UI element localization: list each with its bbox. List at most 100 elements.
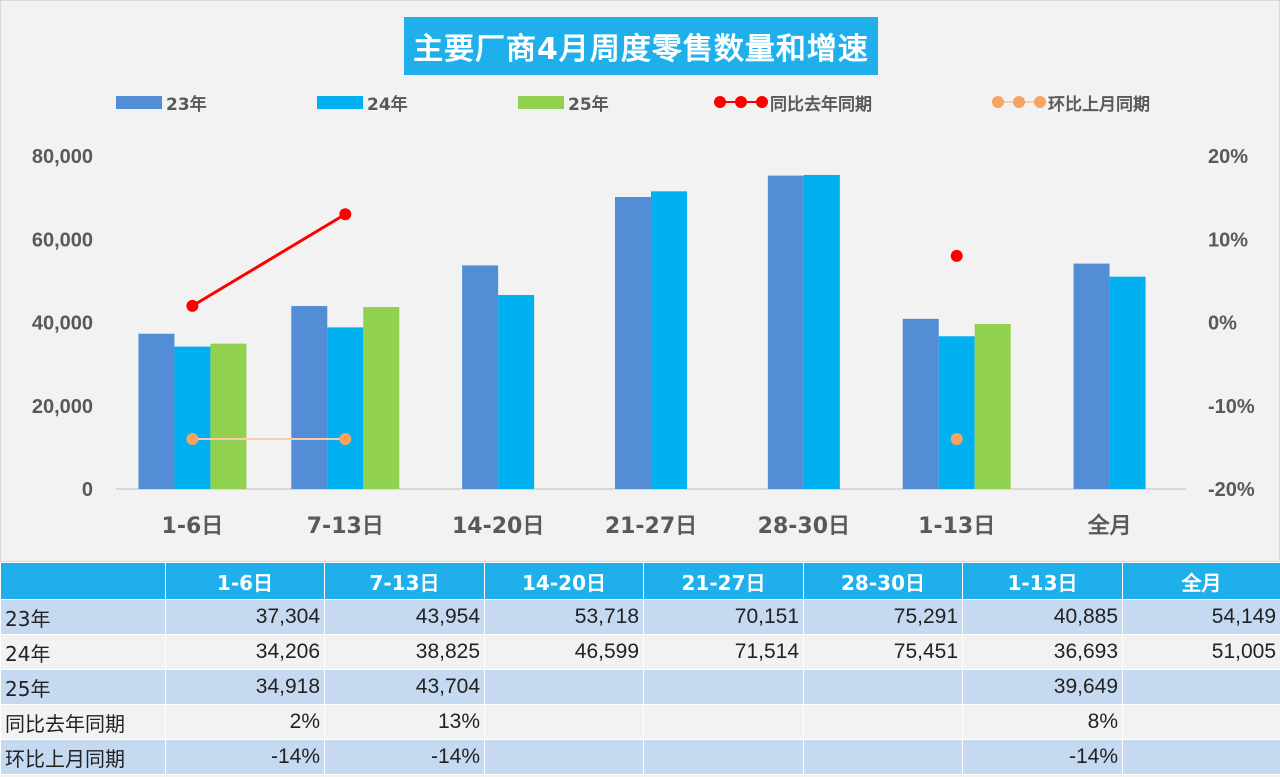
y-tick-label: 80,000 [32, 146, 93, 168]
table-row: 25年 34,918 43,704 39,649 [0, 669, 1280, 705]
legend-item: 同比去年同期 [714, 89, 872, 115]
y2-tick-label: -10% [1208, 396, 1255, 418]
table-header-cell: 1-6日 [165, 562, 325, 600]
table-cell: 34,206 [165, 634, 325, 670]
bar-24 [803, 174, 840, 489]
bar-23 [462, 265, 499, 489]
table-cell: 54,149 [1122, 599, 1280, 635]
table-cell: 8% [962, 704, 1123, 740]
table-header-cell [0, 562, 166, 600]
y-tick-label: 40,000 [32, 313, 93, 335]
table-header-cell: 14-20日 [484, 562, 644, 600]
legend-label: 同比去年同期 [770, 94, 872, 115]
x-tick-label: 1-6日 [162, 514, 224, 539]
table-cell: -14% [324, 739, 485, 775]
table-cell: 70,151 [643, 599, 804, 635]
table-cell: 39,649 [962, 669, 1123, 705]
table-cell [643, 704, 804, 740]
row-label: 23年 [0, 599, 166, 635]
y2-tick-label: -20% [1208, 479, 1255, 501]
row-label: 同比去年同期 [0, 704, 166, 740]
yoy-point [950, 249, 963, 262]
legend-label: 24年 [367, 94, 408, 115]
table-row: 24年 34,206 38,825 46,599 71,514 75,451 36,693 5… [0, 634, 1280, 670]
yoy-point [339, 208, 352, 221]
table-cell: -14% [165, 739, 325, 775]
row-label: 24年 [0, 634, 166, 670]
bar-23 [291, 306, 328, 489]
bar-24 [498, 295, 535, 489]
y2-tick-label: 20% [1208, 146, 1248, 168]
table-header-cell: 7-13日 [324, 562, 485, 600]
legend-swatch [317, 95, 363, 109]
legend-item: 环比上月同期 [992, 89, 1150, 115]
legend-line-marker [992, 95, 1046, 109]
mom-point [339, 433, 352, 446]
table-cell [484, 669, 644, 705]
y-tick-label: 60,000 [32, 229, 93, 251]
legend-item: 24年 [317, 89, 408, 115]
bar-23 [138, 333, 175, 489]
y2-tick-label: 10% [1208, 229, 1248, 251]
bar-25 [210, 343, 247, 489]
legend-item: 25年 [518, 89, 609, 115]
table-cell [803, 669, 963, 705]
table-cell [1122, 669, 1280, 705]
x-tick-label: 14-20日 [452, 514, 544, 539]
table-cell: 75,451 [803, 634, 963, 670]
table-cell: 75,291 [803, 599, 963, 635]
table-header-row: 1-6日 7-13日 14-20日 21-27日 28-30日 1-13日 全月 [0, 562, 1280, 600]
table-row: 23年 37,304 43,954 53,718 70,151 75,291 40,885 5… [0, 599, 1280, 635]
yoy-point [186, 299, 199, 312]
legend-swatch [116, 95, 162, 109]
chart-plot: 0 20,000 40,000 60,000 80,000 -20% -10% 0% 10% 20… [32, 146, 1255, 539]
yoy-line-segment [191, 212, 347, 308]
legend-swatch [518, 95, 564, 109]
x-tick-label: 1-13日 [918, 514, 995, 539]
table-cell: 13% [324, 704, 485, 740]
table-cell: 43,954 [324, 599, 485, 635]
chart-area: 主要厂商4月周度零售数量和增速 23年 24年 25年 同比去年同期 环比上月同期 0 2… [0, 0, 1280, 562]
table-cell: 37,304 [165, 599, 325, 635]
table-header-cell: 全月 [1122, 562, 1280, 600]
table-row: 同比去年同期 2% 13% 8% [0, 704, 1280, 740]
legend-label: 23年 [166, 94, 207, 115]
y2-tick-label: 0% [1208, 313, 1237, 335]
table-header-cell: 28-30日 [803, 562, 963, 600]
x-tick-label: 全月 [1087, 513, 1132, 539]
table-cell: 36,693 [962, 634, 1123, 670]
chart-title: 主要厂商4月周度零售数量和增速 [404, 17, 878, 75]
mom-point [950, 433, 963, 446]
table-cell [1122, 704, 1280, 740]
bar-23 [767, 175, 804, 490]
table-cell [1122, 739, 1280, 775]
x-tick-label: 21-27日 [605, 514, 697, 539]
bar-23 [902, 318, 939, 489]
table-cell [643, 739, 804, 775]
bar-24 [327, 327, 364, 489]
bar-23 [1073, 263, 1110, 489]
data-table: 1-6日 7-13日 14-20日 21-27日 28-30日 1-13日 全月 23年 37… [0, 562, 1280, 775]
legend-label: 环比上月同期 [1048, 94, 1150, 115]
table-cell [643, 669, 804, 705]
bar-24 [651, 191, 687, 489]
table-cell [803, 739, 963, 775]
table-cell [484, 739, 644, 775]
mom-point [186, 433, 199, 446]
bar-23 [615, 196, 651, 489]
table-cell [803, 704, 963, 740]
table-cell [484, 704, 644, 740]
bar-24 [174, 346, 211, 489]
bar-24 [938, 336, 975, 489]
table-cell: 34,918 [165, 669, 325, 705]
table-cell: 43,704 [324, 669, 485, 705]
row-label: 环比上月同期 [0, 739, 166, 775]
legend-label: 25年 [568, 94, 609, 115]
table-cell: 38,825 [324, 634, 485, 670]
legend-line-marker [714, 95, 768, 109]
bar-24 [1109, 276, 1146, 489]
legend-item: 23年 [116, 89, 207, 115]
table-cell: 71,514 [643, 634, 804, 670]
table-row: 环比上月同期 -14% -14% -14% [0, 739, 1280, 775]
y-tick-label: 20,000 [32, 396, 93, 418]
